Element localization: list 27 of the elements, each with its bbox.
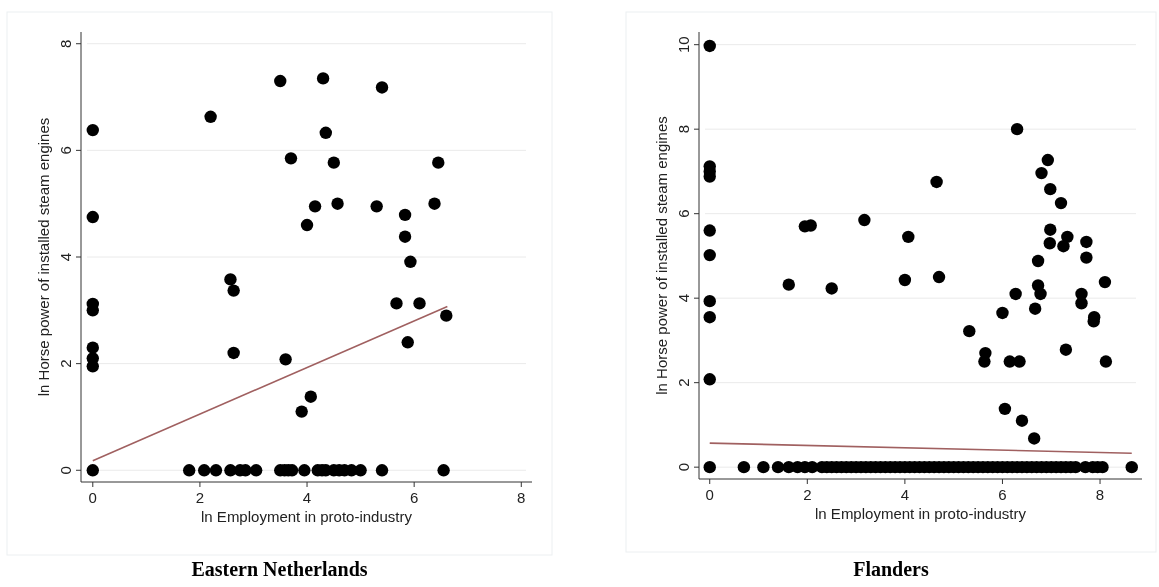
- y-tick-label: 6: [675, 209, 692, 218]
- y-tick-label: 2: [675, 378, 692, 387]
- x-axis-title: ln Employment in proto-industry: [815, 505, 1027, 522]
- text: Flanders: [853, 558, 929, 580]
- x-tick-label: 0: [88, 489, 97, 506]
- x-tick-label: 2: [195, 489, 205, 506]
- x-axis-title: ln Employment in proto-industry: [201, 508, 413, 525]
- y-tick-label: 6: [57, 146, 74, 155]
- x-tick-label: 6: [409, 489, 419, 506]
- y-tick-label: 0: [675, 463, 692, 472]
- x-tick-label: 6: [998, 486, 1007, 503]
- y-axis-title: ln Horse power of installed steam engines: [653, 116, 670, 395]
- y-tick-label: 4: [675, 294, 692, 303]
- x-tick-label: 2: [803, 486, 812, 503]
- y-tick-label: 8: [675, 125, 692, 134]
- x-tick-label: 8: [517, 489, 526, 506]
- y-tick-label: 8: [57, 39, 74, 48]
- y-axis-title: ln Horse power of installed steam engines: [35, 117, 52, 397]
- x-tick-label: 0: [705, 486, 714, 503]
- text: Eastern Netherlands: [191, 558, 368, 580]
- y-tick-label: 0: [57, 466, 74, 475]
- x-tick-label: 8: [1095, 486, 1105, 503]
- x-tick-label: 4: [302, 489, 312, 506]
- y-tick-label: 4: [57, 252, 74, 262]
- x-tick-label: 4: [900, 486, 910, 503]
- y-tick-label: 2: [57, 359, 74, 368]
- y-tick-label: 10: [675, 36, 692, 54]
